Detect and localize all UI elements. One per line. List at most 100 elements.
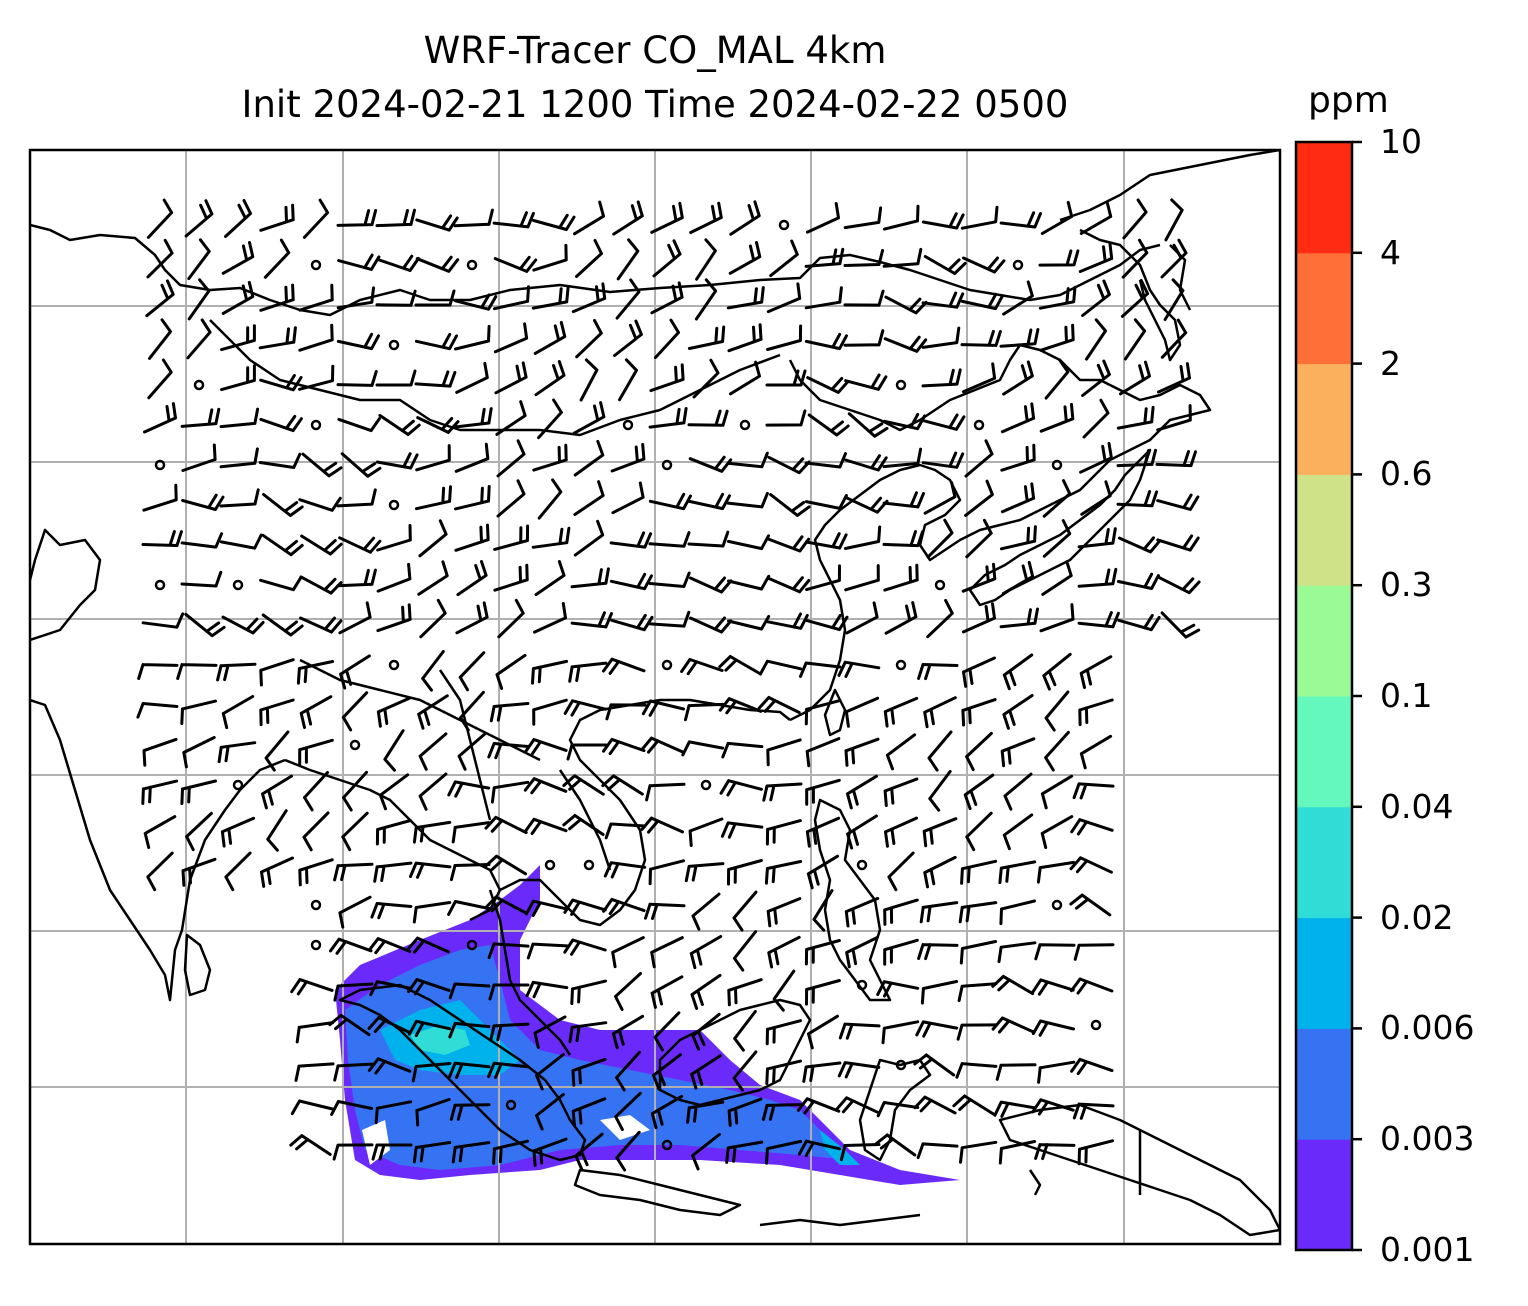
wind-barb — [611, 1014, 645, 1050]
wind-barb — [260, 856, 294, 888]
wind-barb — [532, 213, 576, 231]
wind-barb — [882, 530, 924, 548]
wind-barb — [532, 698, 568, 726]
wind-barb — [573, 519, 605, 557]
wind-barb — [923, 855, 957, 889]
wind-barb — [614, 1091, 642, 1132]
wind-barb — [484, 815, 528, 835]
wind-barb — [220, 364, 256, 392]
wind-barb — [1000, 443, 1036, 472]
wind-barb — [883, 898, 919, 926]
wind-barb — [952, 1094, 995, 1116]
wind-barb — [650, 975, 684, 1009]
wind-barb — [532, 243, 568, 272]
wind-barb — [765, 612, 809, 630]
wind-barb — [141, 779, 179, 805]
wind-barb — [531, 659, 569, 685]
wind-barb — [998, 860, 1037, 885]
wind-barb — [844, 896, 880, 928]
wind-barb — [689, 576, 733, 594]
wind-barb — [921, 326, 961, 349]
wind-barb — [1079, 200, 1113, 235]
wind-barb — [419, 598, 447, 639]
wind-barb — [844, 564, 880, 592]
wind-barb — [1077, 567, 1118, 588]
wind-barb — [602, 897, 646, 916]
wind-barb — [294, 1062, 335, 1082]
wind-barb — [336, 209, 378, 227]
wind-barb — [1078, 698, 1114, 727]
wind-barb — [1040, 815, 1074, 849]
wind-barb — [371, 1143, 413, 1161]
wind-barb — [414, 289, 456, 307]
wind-barb — [644, 902, 686, 920]
wind-barb — [453, 407, 493, 429]
wind-barb — [1000, 482, 1036, 514]
wind-barb — [884, 601, 918, 635]
calm-wind-marker — [700, 779, 712, 791]
wind-barb — [601, 774, 644, 796]
calm-wind-marker — [388, 659, 400, 671]
wind-barb — [1070, 818, 1114, 836]
wind-barb — [1079, 655, 1113, 689]
wind-barb — [375, 452, 419, 470]
wind-barb — [923, 696, 957, 729]
wind-barb — [289, 1134, 332, 1156]
wind-barb — [1069, 893, 1112, 917]
calm-wind-marker — [1051, 899, 1063, 911]
wind-barb — [1042, 652, 1072, 691]
wind-barb — [416, 416, 460, 434]
wind-barb — [765, 369, 807, 387]
wind-barb — [913, 1095, 957, 1115]
wind-barb — [367, 1057, 412, 1075]
wind-barb — [684, 702, 725, 722]
colorbar-tick-label: 0.04 — [1380, 786, 1454, 826]
wind-barb — [337, 253, 381, 271]
wind-barb — [143, 402, 177, 434]
wind-barb — [1070, 1057, 1114, 1076]
wind-barb — [221, 615, 265, 635]
wind-barb — [837, 1061, 881, 1079]
wind-barb — [883, 696, 919, 728]
wind-barb — [640, 816, 684, 834]
wind-barb — [964, 439, 994, 478]
wind-barb — [1160, 318, 1188, 359]
wind-barb — [341, 811, 369, 852]
wind-barb — [1156, 493, 1200, 511]
wind-barb — [571, 1057, 607, 1087]
wind-barb — [1116, 490, 1159, 508]
coastline-sumatra — [338, 983, 587, 1162]
wind-barb — [1077, 1139, 1114, 1166]
wind-barb — [221, 280, 255, 315]
wind-barb — [370, 902, 413, 920]
wind-barb — [804, 939, 841, 966]
wind-barb — [844, 373, 888, 391]
chart-title-line2: Init 2024-02-21 1200 Time 2024-02-22 050… — [241, 83, 1069, 126]
calm-wind-marker — [895, 379, 907, 391]
coastline-lesser-sunda — [759, 1169, 1042, 1227]
field-band-mid — [345, 945, 850, 1170]
wind-barb — [845, 601, 879, 635]
wind-barb — [299, 695, 333, 729]
wind-barb — [961, 562, 997, 593]
wind-barb — [847, 412, 889, 438]
wind-barb — [729, 200, 761, 236]
wind-barb — [299, 575, 343, 595]
wind-barb — [604, 822, 647, 840]
wind-barb — [613, 319, 643, 357]
wind-barb — [1082, 398, 1110, 439]
wind-barb — [882, 491, 925, 509]
wind-barb — [926, 598, 954, 639]
wind-barb — [688, 817, 724, 847]
wind-barb — [766, 324, 803, 351]
wind-barb — [338, 536, 382, 554]
calm-wind-marker — [973, 419, 985, 431]
wind-barb — [923, 255, 967, 275]
wind-barb — [1031, 1019, 1075, 1037]
wind-barb — [603, 861, 647, 879]
wind-barb — [835, 1096, 879, 1114]
wind-barb — [219, 447, 259, 469]
wind-barb — [965, 731, 993, 772]
wind-barb — [796, 1097, 841, 1115]
coastline-newguinea — [998, 1103, 1280, 1237]
